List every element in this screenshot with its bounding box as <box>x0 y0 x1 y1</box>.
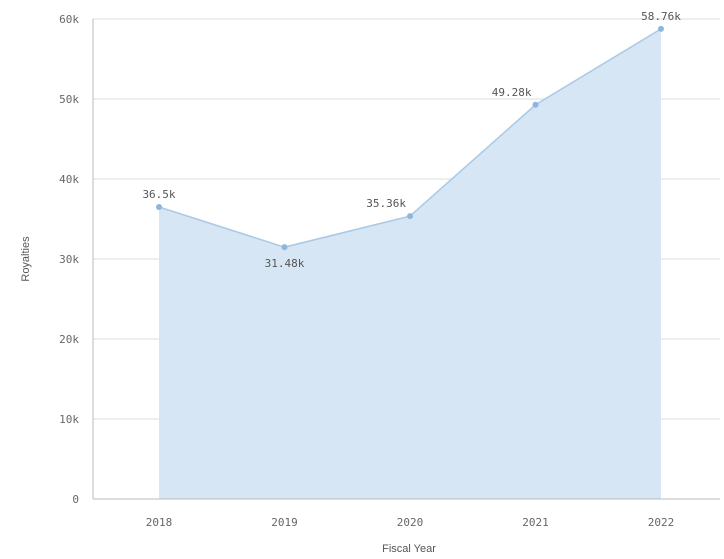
y-tick-label: 30k <box>59 253 79 266</box>
data-point[interactable] <box>532 101 539 108</box>
data-label: 58.76k <box>641 10 681 23</box>
x-tick-label: 2018 <box>146 516 173 529</box>
y-tick-label: 0 <box>72 493 79 506</box>
y-tick-label: 40k <box>59 173 79 186</box>
x-tick-label: 2021 <box>522 516 549 529</box>
x-tick-label: 2020 <box>397 516 424 529</box>
x-axis-title: Fiscal Year <box>382 543 436 555</box>
data-point[interactable] <box>156 204 162 210</box>
y-tick-labels: 0 10k 20k 30k 40k 50k 60k <box>59 13 79 506</box>
x-tick-labels: 2018 2019 2020 2021 2022 <box>146 516 675 529</box>
y-tick-label: 20k <box>59 333 79 346</box>
data-label: 49.28k <box>492 86 532 99</box>
y-tick-label: 10k <box>59 413 79 426</box>
data-point[interactable] <box>281 244 288 251</box>
data-label: 36.5k <box>142 188 175 201</box>
y-tick-label: 60k <box>59 13 79 26</box>
data-label: 31.48k <box>265 257 305 270</box>
x-tick-label: 2019 <box>271 516 298 529</box>
y-axis-title: Royalties <box>20 236 32 282</box>
y-tick-label: 50k <box>59 93 79 106</box>
data-labels: 36.5k 31.48k 35.36k 49.28k 58.76k <box>142 10 681 270</box>
data-point[interactable] <box>658 25 664 32</box>
area-fill <box>159 28 661 499</box>
data-points <box>156 25 664 251</box>
x-tick-label: 2022 <box>648 516 675 529</box>
axes <box>92 19 720 500</box>
data-label: 35.36k <box>366 197 406 210</box>
data-point[interactable] <box>407 213 413 220</box>
